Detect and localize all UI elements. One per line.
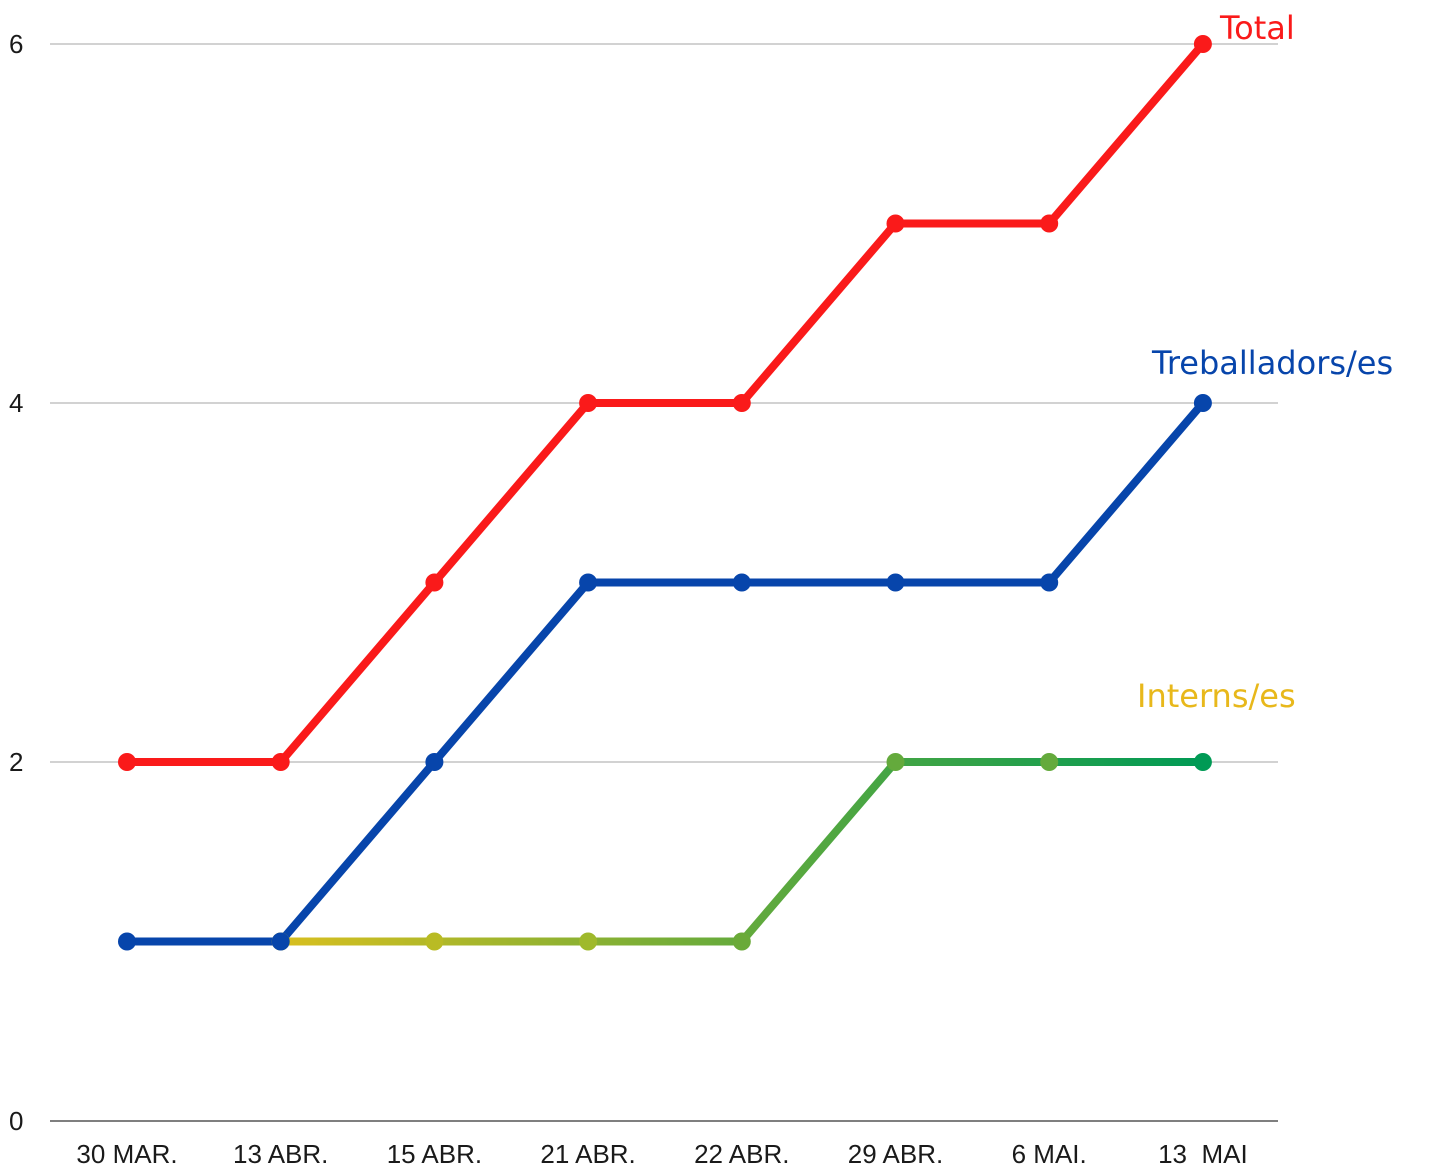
series-label-total: Total [1219, 9, 1295, 47]
y-tick-label: 0 [9, 1106, 23, 1136]
x-tick-label: 30 MAR. [76, 1139, 177, 1169]
data-point [1193, 35, 1212, 53]
x-tick-label: 13 MAI [1158, 1139, 1248, 1169]
x-tick-label: 21 ABR. [540, 1139, 635, 1169]
data-point [118, 932, 136, 951]
series-label-treballadors: Treballadors/es [1151, 344, 1393, 382]
data-point [425, 932, 444, 951]
series-label-interns: Interns/es [1137, 677, 1296, 715]
data-point [425, 573, 444, 592]
data-point [732, 573, 751, 592]
data-point [271, 932, 290, 951]
data-point [579, 394, 598, 412]
x-tick-label: 22 ABR. [694, 1139, 789, 1169]
data-point [886, 753, 905, 771]
x-tick-label: 13 ABR. [233, 1139, 328, 1169]
x-axis: 30 MAR. 13 ABR. 15 ABR. 21 ABR. 22 ABR. 29 AB… [76, 1139, 1247, 1169]
data-point [271, 753, 290, 771]
data-point [886, 214, 905, 233]
data-point [732, 932, 751, 951]
data-point [425, 753, 444, 771]
y-tick-label: 4 [9, 388, 23, 418]
data-point [1193, 394, 1212, 412]
y-tick-label: 6 [9, 29, 23, 59]
series-line-0 [123, 40, 1207, 766]
data-point [1040, 573, 1059, 592]
y-axis: 0 2 4 6 [9, 29, 23, 1136]
series-line-2 [276, 758, 1207, 946]
data-point [886, 573, 905, 592]
series-points [118, 35, 1212, 951]
data-point [579, 573, 598, 592]
data-point [118, 753, 136, 771]
series-line-1 [123, 399, 1207, 946]
x-tick-label: 6 MAI. [1012, 1139, 1087, 1169]
data-point [579, 932, 598, 951]
data-point [1040, 214, 1059, 233]
data-point [732, 394, 751, 412]
series-labels: Total Treballadors/es Interns/es [1137, 9, 1393, 715]
y-tick-label: 2 [9, 747, 23, 777]
x-tick-label: 15 ABR. [387, 1139, 482, 1169]
data-point [1040, 753, 1059, 771]
x-tick-label: 29 ABR. [848, 1139, 943, 1169]
data-point [1193, 753, 1212, 771]
series-lines [123, 40, 1207, 946]
